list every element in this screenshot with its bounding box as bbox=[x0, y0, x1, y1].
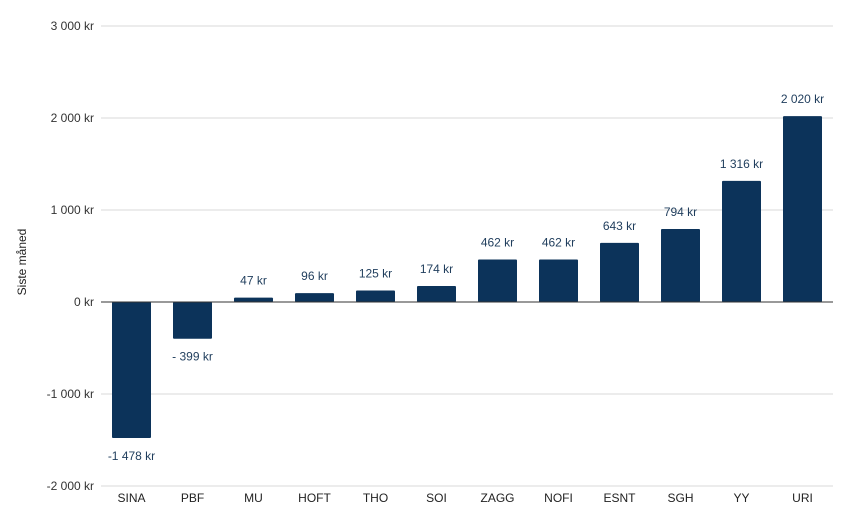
x-tick-label: THO bbox=[363, 491, 388, 505]
y-tick-label: -2 000 kr bbox=[47, 479, 94, 493]
x-tick-label: MU bbox=[244, 491, 263, 505]
y-axis-title: Siste måned bbox=[15, 229, 29, 296]
bar bbox=[661, 228, 700, 302]
bar bbox=[356, 290, 395, 302]
bar bbox=[417, 285, 456, 302]
x-tick-label: NOFI bbox=[544, 491, 573, 505]
data-label: 643 kr bbox=[603, 219, 636, 233]
data-label: -1 478 kr bbox=[108, 449, 155, 463]
bar bbox=[234, 297, 273, 302]
data-label: 96 kr bbox=[301, 269, 328, 283]
bar bbox=[295, 293, 334, 302]
data-label: 174 kr bbox=[420, 262, 453, 276]
bar bbox=[173, 302, 212, 339]
data-label: - 399 kr bbox=[172, 350, 213, 364]
y-axis-ticks: 3 000 kr 2 000 kr 1 000 kr 0 kr -1 000 kr -2 … bbox=[47, 19, 94, 493]
bar bbox=[722, 180, 761, 302]
data-label: 1 316 kr bbox=[720, 157, 763, 171]
bar bbox=[783, 116, 822, 302]
y-tick-label: 1 000 kr bbox=[51, 203, 94, 217]
data-label: 462 kr bbox=[542, 235, 575, 249]
bar bbox=[112, 302, 151, 438]
bar bbox=[600, 242, 639, 302]
x-tick-label: HOFT bbox=[298, 491, 331, 505]
x-tick-label: SINA bbox=[117, 491, 145, 505]
x-tick-label: ESNT bbox=[603, 491, 636, 505]
x-tick-label: URI bbox=[792, 491, 813, 505]
data-labels: -1 478 kr - 399 kr 47 kr 96 kr 125 kr 174 kr 4… bbox=[108, 92, 824, 463]
y-tick-label: 3 000 kr bbox=[51, 19, 94, 33]
x-tick-label: PBF bbox=[181, 491, 204, 505]
data-label: 125 kr bbox=[359, 267, 392, 281]
bar bbox=[539, 259, 578, 302]
y-tick-label: 0 kr bbox=[74, 295, 94, 309]
bar bbox=[478, 259, 517, 302]
bars bbox=[112, 116, 822, 438]
data-label: 47 kr bbox=[240, 274, 267, 288]
data-label: 462 kr bbox=[481, 235, 514, 249]
y-tick-label: -1 000 kr bbox=[47, 387, 94, 401]
data-label: 794 kr bbox=[664, 205, 697, 219]
x-axis-ticks: SINA PBF MU HOFT THO SOI ZAGG NOFI ESNT SGH YY URI bbox=[117, 491, 812, 505]
x-tick-label: YY bbox=[733, 491, 749, 505]
y-tick-label: 2 000 kr bbox=[51, 111, 94, 125]
gridlines bbox=[101, 25, 833, 487]
x-tick-label: SOI bbox=[426, 491, 447, 505]
x-tick-label: SGH bbox=[667, 491, 693, 505]
x-tick-label: ZAGG bbox=[480, 491, 514, 505]
data-label: 2 020 kr bbox=[781, 92, 824, 106]
